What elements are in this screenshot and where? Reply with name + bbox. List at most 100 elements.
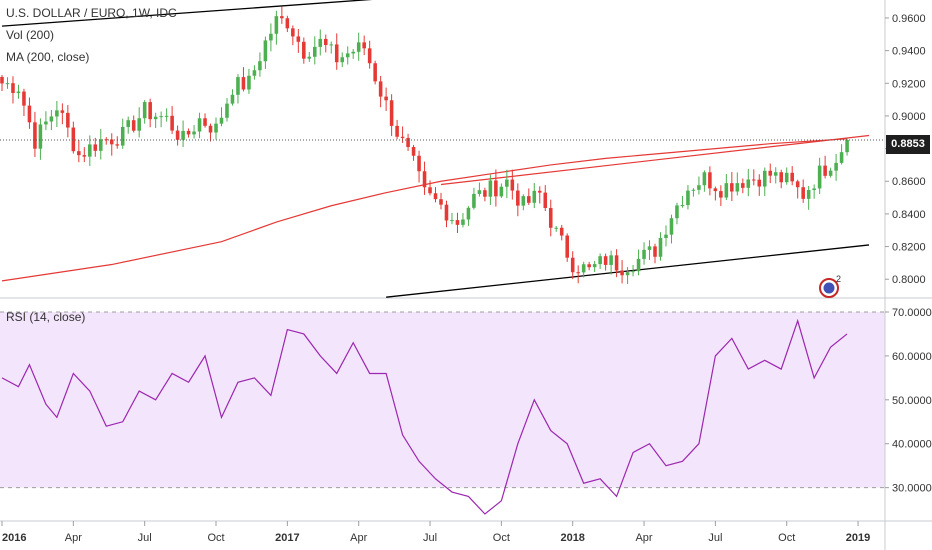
time-tick-label: Apr bbox=[350, 532, 367, 544]
candle-body bbox=[362, 42, 366, 49]
rsi-tick-label: 60.0000 bbox=[892, 351, 932, 363]
candle-body bbox=[307, 56, 312, 59]
candle-body bbox=[439, 199, 443, 205]
candle-body bbox=[636, 258, 641, 272]
candle-body bbox=[422, 171, 427, 188]
last-price-badge: 0.8853 bbox=[886, 135, 930, 154]
candle-body bbox=[334, 44, 339, 63]
candle-body bbox=[691, 189, 696, 191]
candle-body bbox=[647, 246, 652, 250]
candle-body bbox=[208, 125, 213, 133]
candle-body bbox=[77, 151, 81, 156]
candle-body bbox=[565, 235, 569, 258]
candle-body bbox=[598, 256, 602, 265]
candle-body bbox=[570, 257, 575, 273]
price-tick-label: 0.8000 bbox=[892, 274, 926, 286]
rsi-tick-label: 70.0000 bbox=[892, 307, 932, 319]
rsi-tick-label: 50.0000 bbox=[892, 395, 932, 407]
candle-body bbox=[823, 165, 827, 176]
time-tick-label: 2016 bbox=[2, 532, 26, 544]
candle-body bbox=[384, 96, 388, 101]
candle-body bbox=[702, 172, 707, 186]
candle-body bbox=[790, 172, 794, 182]
candle-body bbox=[302, 41, 306, 59]
candle-body bbox=[472, 193, 476, 208]
candle-body bbox=[55, 110, 59, 117]
candle-body bbox=[411, 147, 416, 156]
candle-body bbox=[313, 46, 317, 57]
candle-body bbox=[521, 196, 526, 206]
candle-body bbox=[236, 77, 240, 95]
candle-body bbox=[0, 76, 4, 84]
price-tick-label: 0.9400 bbox=[892, 46, 926, 58]
rsi-indicator-label[interactable]: RSI (14, close) bbox=[6, 310, 86, 324]
candle-body bbox=[11, 83, 15, 93]
price-tick-label: 0.8600 bbox=[892, 176, 926, 188]
candle-body bbox=[455, 220, 460, 225]
candle-body bbox=[708, 172, 712, 189]
candle-body bbox=[669, 218, 674, 235]
candle-body bbox=[559, 227, 564, 236]
ma-indicator-label[interactable]: MA (200, close) bbox=[6, 50, 90, 64]
publisher-badge-icon[interactable]: 2 bbox=[819, 274, 841, 298]
candle-body bbox=[428, 187, 432, 194]
candle-body bbox=[44, 121, 48, 125]
candle-body bbox=[219, 117, 224, 124]
candle-body bbox=[680, 205, 685, 207]
candle-body bbox=[806, 189, 811, 199]
candle-body bbox=[609, 255, 613, 265]
candle-body bbox=[373, 63, 377, 82]
svg-text:2: 2 bbox=[836, 274, 841, 284]
candle-body bbox=[576, 272, 580, 274]
candle-body bbox=[773, 172, 778, 176]
candle-body bbox=[828, 170, 833, 176]
candle-body bbox=[115, 144, 120, 146]
time-tick-label: Jul bbox=[708, 532, 722, 544]
candle-body bbox=[49, 116, 54, 122]
chart-legend: U.S. DOLLAR / EURO, 1W, IDC Vol (200) MA… bbox=[6, 2, 177, 68]
candle-body bbox=[367, 48, 372, 64]
upper-trendline bbox=[1, 0, 373, 27]
candle-body bbox=[587, 264, 591, 268]
price-tick-label: 0.9000 bbox=[892, 111, 926, 123]
volume-indicator-label[interactable]: Vol (200) bbox=[6, 28, 55, 42]
candle-body bbox=[812, 188, 816, 190]
candle-body bbox=[730, 183, 734, 192]
candle-body bbox=[241, 77, 246, 90]
ma-200-line bbox=[1, 138, 848, 282]
candle-body bbox=[488, 180, 493, 197]
ma-line bbox=[1, 138, 848, 282]
candle-body bbox=[762, 170, 767, 187]
candles bbox=[0, 6, 849, 285]
candle-body bbox=[175, 130, 180, 140]
candle-body bbox=[323, 38, 328, 46]
candle-body bbox=[120, 126, 125, 146]
candle-body bbox=[170, 115, 174, 131]
candle-body bbox=[93, 144, 98, 151]
candle-body bbox=[230, 94, 235, 104]
candle-body bbox=[527, 196, 531, 203]
candle-body bbox=[801, 187, 805, 199]
price-tick-label: 0.8200 bbox=[892, 242, 926, 254]
candle-body bbox=[466, 207, 471, 220]
candle-body bbox=[839, 152, 844, 163]
candle-body bbox=[296, 36, 301, 42]
candle-body bbox=[603, 256, 608, 265]
candle-body bbox=[351, 51, 355, 54]
candle-body bbox=[499, 186, 504, 197]
candle-body bbox=[192, 131, 196, 135]
candle-body bbox=[516, 190, 520, 206]
rsi-band bbox=[0, 312, 885, 488]
candle-body bbox=[768, 170, 773, 176]
candle-body bbox=[817, 165, 822, 189]
candle-body bbox=[164, 115, 169, 117]
candle-body bbox=[66, 112, 70, 128]
candle-body bbox=[252, 70, 257, 76]
price-tick-label: 0.9200 bbox=[892, 78, 926, 90]
candle-body bbox=[675, 205, 679, 219]
candle-body bbox=[719, 191, 723, 198]
time-tick-label: Oct bbox=[493, 532, 510, 544]
candle-body bbox=[395, 125, 399, 137]
candle-body bbox=[510, 179, 515, 191]
